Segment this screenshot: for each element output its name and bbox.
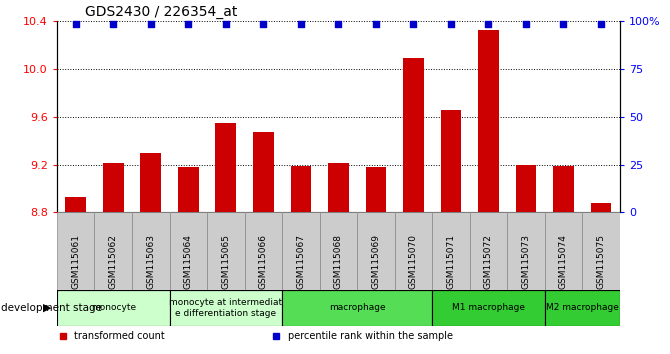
- Text: GSM115068: GSM115068: [334, 234, 343, 289]
- Text: GSM115065: GSM115065: [221, 234, 230, 289]
- Bar: [57, 290, 170, 326]
- Bar: [103, 164, 123, 212]
- Point: [295, 21, 306, 27]
- Bar: [328, 164, 348, 212]
- Point: [521, 21, 531, 27]
- Text: GSM115061: GSM115061: [71, 234, 80, 289]
- Text: GSM115067: GSM115067: [296, 234, 306, 289]
- Bar: [470, 212, 507, 290]
- Bar: [178, 167, 198, 212]
- Bar: [132, 212, 170, 290]
- Text: M1 macrophage: M1 macrophage: [452, 303, 525, 313]
- Point: [258, 21, 269, 27]
- Bar: [282, 290, 432, 326]
- Text: GSM115070: GSM115070: [409, 234, 418, 289]
- Bar: [441, 110, 461, 212]
- Text: GSM115063: GSM115063: [146, 234, 155, 289]
- Bar: [507, 212, 545, 290]
- Point: [558, 21, 569, 27]
- Text: transformed count: transformed count: [74, 331, 165, 341]
- Bar: [432, 212, 470, 290]
- Point: [220, 21, 231, 27]
- Point: [446, 21, 456, 27]
- Text: macrophage: macrophage: [329, 303, 385, 313]
- Point: [371, 21, 381, 27]
- Bar: [432, 290, 545, 326]
- Point: [483, 21, 494, 27]
- Bar: [320, 212, 357, 290]
- Bar: [207, 212, 245, 290]
- Bar: [553, 166, 574, 212]
- Bar: [216, 123, 236, 212]
- Point: [70, 21, 81, 27]
- Bar: [291, 166, 311, 212]
- Bar: [170, 290, 282, 326]
- Text: GSM115073: GSM115073: [521, 234, 531, 289]
- Text: GSM115072: GSM115072: [484, 234, 493, 289]
- Text: GSM115074: GSM115074: [559, 234, 568, 289]
- Text: GDS2430 / 226354_at: GDS2430 / 226354_at: [85, 5, 237, 19]
- Bar: [253, 132, 273, 212]
- Text: percentile rank within the sample: percentile rank within the sample: [287, 331, 453, 341]
- Bar: [94, 212, 132, 290]
- Text: monocyte at intermediat
e differentiation stage: monocyte at intermediat e differentiatio…: [170, 298, 282, 318]
- Bar: [57, 212, 94, 290]
- Bar: [395, 212, 432, 290]
- Text: ▶: ▶: [43, 303, 51, 313]
- Bar: [170, 212, 207, 290]
- Bar: [357, 212, 395, 290]
- Bar: [245, 212, 282, 290]
- Bar: [282, 212, 320, 290]
- Bar: [366, 167, 386, 212]
- Text: development stage: development stage: [1, 303, 102, 313]
- Text: monocyte: monocyte: [90, 303, 136, 313]
- Text: GSM115066: GSM115066: [259, 234, 268, 289]
- Text: GSM115062: GSM115062: [109, 234, 118, 289]
- Text: M2 macrophage: M2 macrophage: [546, 303, 618, 313]
- Point: [596, 21, 606, 27]
- Point: [183, 21, 194, 27]
- Bar: [403, 58, 423, 212]
- Text: GSM115069: GSM115069: [371, 234, 381, 289]
- Point: [108, 21, 119, 27]
- Bar: [545, 212, 582, 290]
- Bar: [545, 290, 620, 326]
- Point: [145, 21, 156, 27]
- Bar: [582, 212, 620, 290]
- Text: GSM115064: GSM115064: [184, 234, 193, 289]
- Bar: [141, 153, 161, 212]
- Text: GSM115075: GSM115075: [596, 234, 606, 289]
- Bar: [516, 165, 536, 212]
- Text: GSM115071: GSM115071: [446, 234, 456, 289]
- Bar: [478, 30, 498, 212]
- Bar: [591, 203, 611, 212]
- Point: [408, 21, 419, 27]
- Bar: [66, 197, 86, 212]
- Point: [333, 21, 344, 27]
